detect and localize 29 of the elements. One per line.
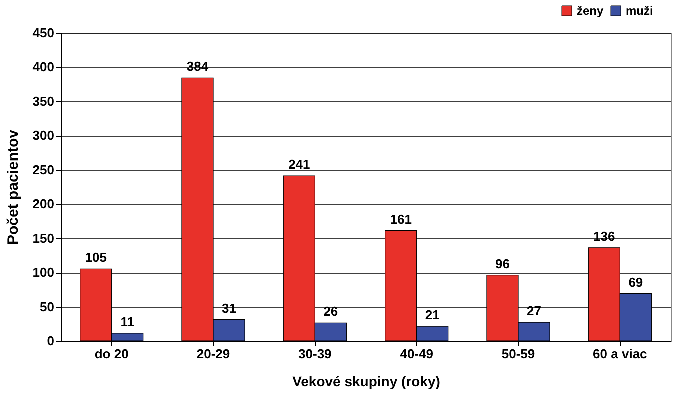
y-tick-label: 0: [47, 334, 54, 348]
y-tick-label: 450: [32, 26, 54, 40]
data-label: 11: [120, 314, 134, 330]
x-tick-label: 60 a viac: [593, 346, 648, 362]
data-label: 26: [324, 304, 338, 320]
y-tick-label: 300: [32, 128, 54, 144]
y-tick-label: 100: [32, 265, 54, 280]
y-tick-label: 50: [40, 299, 54, 314]
x-tick-label: 30-39: [298, 346, 332, 362]
data-label: 161: [390, 212, 412, 227]
data-label: 96: [496, 256, 510, 272]
y-tick-label: 200: [32, 196, 54, 212]
y-tick-label: 350: [32, 94, 54, 109]
x-tick-label: 50-59: [502, 346, 536, 362]
y-tick-label: 250: [32, 162, 54, 178]
y-tick-label: 400: [32, 60, 54, 75]
x-tick-label: 40-49: [400, 346, 434, 362]
y-tick-label: 150: [32, 230, 54, 246]
legend-label: ženy: [577, 4, 604, 18]
data-label: 27: [527, 304, 542, 319]
x-axis-title: Vekové skupiny (roky): [292, 374, 440, 390]
data-label: 241: [288, 157, 310, 172]
data-label: 21: [425, 308, 440, 323]
x-tick-label: 20-29: [196, 346, 230, 362]
data-label: 105: [85, 250, 107, 266]
x-tick-label: do 20: [94, 346, 129, 362]
data-label: 69: [628, 274, 644, 290]
y-axis-title: Počet pacientov: [4, 129, 22, 246]
legend-label: muži: [626, 4, 654, 18]
